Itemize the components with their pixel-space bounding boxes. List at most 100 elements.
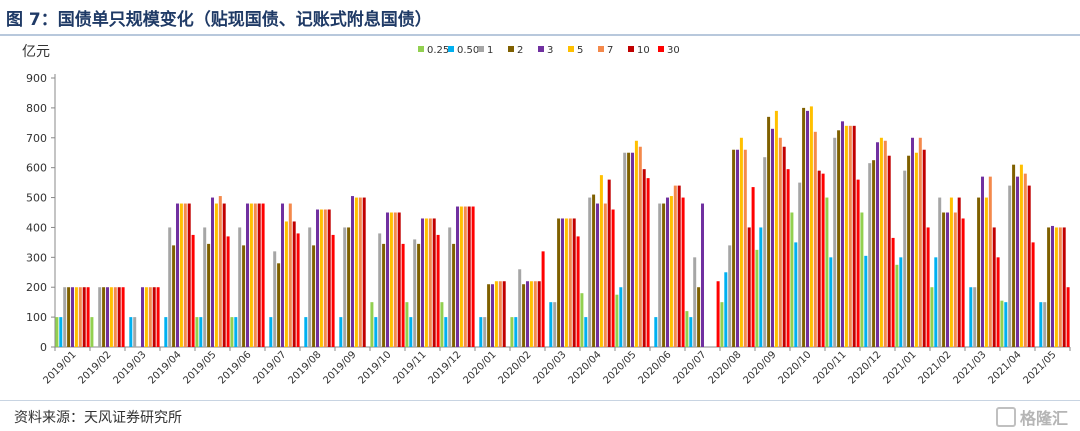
bar xyxy=(596,203,599,347)
bar xyxy=(78,287,82,347)
bar xyxy=(841,121,844,347)
bar xyxy=(308,227,312,347)
bar xyxy=(1047,227,1051,347)
bar xyxy=(724,272,728,347)
bar xyxy=(623,152,627,347)
bar xyxy=(249,203,253,347)
bar xyxy=(942,212,946,347)
x-tick-label: 2021/04 xyxy=(986,349,1023,386)
bar xyxy=(981,176,984,347)
x-tick-label: 2020/05 xyxy=(601,349,638,386)
legend-swatch xyxy=(658,46,664,52)
bar xyxy=(179,203,183,347)
chart-container: 亿元 0 100 200 300 400 500 600 700 800 900 0.25 0.50 1 2… xyxy=(0,36,1080,398)
bar xyxy=(277,263,281,347)
bar xyxy=(502,281,506,347)
bar xyxy=(444,317,448,347)
x-tick-label: 2020/10 xyxy=(776,349,813,386)
bar xyxy=(246,203,249,347)
bar xyxy=(662,203,666,347)
x-tick-label: 2019/10 xyxy=(356,349,393,386)
legend-label: 30 xyxy=(667,45,680,56)
x-tick-label: 2019/05 xyxy=(181,349,218,386)
x-tick-label: 2020/12 xyxy=(846,349,883,386)
x-tick-label: 2019/11 xyxy=(391,349,428,386)
bar xyxy=(813,131,817,347)
bar xyxy=(71,287,74,347)
y-tick-label: 200 xyxy=(26,281,47,294)
bar xyxy=(607,179,611,347)
bar xyxy=(102,287,106,347)
x-tick-label: 2019/01 xyxy=(41,349,78,386)
bar xyxy=(747,227,751,347)
x-tick-label: 2020/02 xyxy=(496,349,533,386)
bar xyxy=(59,317,63,347)
legend-swatch xyxy=(568,46,574,52)
bar xyxy=(316,209,319,347)
bar xyxy=(701,203,704,347)
bar xyxy=(281,203,284,347)
bar xyxy=(891,237,895,347)
x-tick-label: 2021/01 xyxy=(881,349,918,386)
bar xyxy=(568,218,572,347)
bar xyxy=(440,302,444,347)
bar xyxy=(541,251,545,347)
x-tick-label: 2019/06 xyxy=(216,349,253,386)
bar xyxy=(1031,242,1035,347)
bar xyxy=(938,197,942,347)
x-tick-label: 2019/07 xyxy=(251,349,288,386)
bar xyxy=(82,287,86,347)
bar xyxy=(522,284,526,347)
bar xyxy=(821,173,825,347)
bar xyxy=(207,243,211,347)
y-tick-label: 500 xyxy=(26,192,47,205)
bar xyxy=(677,185,681,347)
bar xyxy=(755,249,759,347)
bar xyxy=(634,140,638,347)
bar xyxy=(409,317,413,347)
bar xyxy=(794,242,798,347)
legend-label: 0.50 xyxy=(457,45,479,56)
bar xyxy=(806,110,809,347)
bar xyxy=(868,163,872,347)
bar xyxy=(144,287,148,347)
bar xyxy=(113,287,117,347)
x-tick-label: 2019/02 xyxy=(76,349,113,386)
x-tick-label: 2021/02 xyxy=(916,349,953,386)
bar xyxy=(386,212,389,347)
bar xyxy=(86,287,90,347)
bar xyxy=(533,281,537,347)
bar xyxy=(638,146,642,347)
bar xyxy=(984,197,988,347)
bar xyxy=(1043,302,1047,347)
bar xyxy=(685,311,689,347)
bar xyxy=(498,281,502,347)
bar xyxy=(358,197,362,347)
bar xyxy=(176,203,179,347)
bar xyxy=(879,137,883,347)
bar xyxy=(424,218,428,347)
bar xyxy=(837,130,841,347)
y-tick-label: 700 xyxy=(26,132,47,145)
bar xyxy=(588,197,592,347)
bar xyxy=(218,196,222,347)
x-tick-label: 2020/09 xyxy=(741,349,778,386)
legend-swatch xyxy=(538,46,544,52)
bar xyxy=(428,218,432,347)
bar xyxy=(319,209,323,347)
bar xyxy=(580,293,584,347)
bar xyxy=(957,197,961,347)
watermark-logo: 格隆汇 xyxy=(995,405,1068,429)
y-tick-label: 900 xyxy=(26,72,47,85)
bar xyxy=(619,287,623,347)
bar xyxy=(903,170,907,347)
legend-label: 2 xyxy=(517,45,523,56)
bar xyxy=(347,227,351,347)
bar xyxy=(487,284,491,347)
bar xyxy=(141,287,144,347)
source-bar: 资料来源：天风证券研究所 格隆汇 xyxy=(0,400,1080,431)
bar xyxy=(767,116,771,347)
y-tick-label: 300 xyxy=(26,251,47,264)
bar xyxy=(592,194,596,347)
bar xyxy=(809,106,813,348)
